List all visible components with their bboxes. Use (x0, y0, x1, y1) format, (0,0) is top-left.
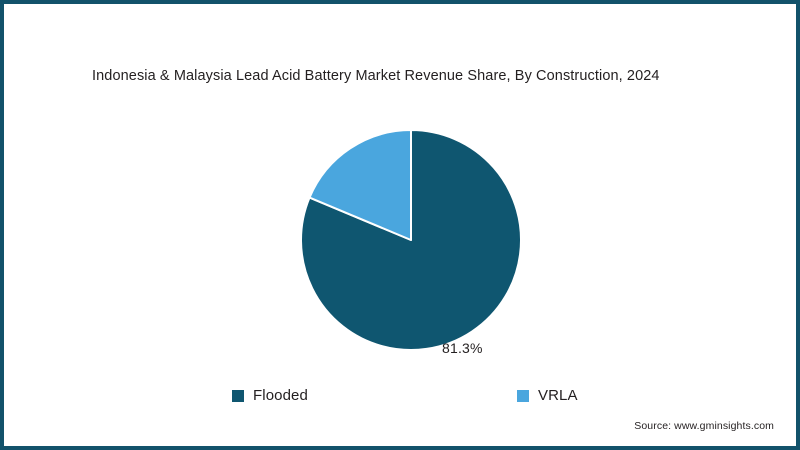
pie-slice-group (300, 129, 522, 351)
source-note: Source: www.gminsights.com (634, 420, 774, 432)
slice-value-label: 81.3% (442, 340, 483, 356)
pie-chart (300, 129, 522, 351)
legend-item-flooded[interactable]: Flooded (232, 388, 308, 404)
legend-swatch-icon (517, 390, 529, 402)
chart-legend: Flooded VRLA (232, 388, 592, 410)
pie-chart-svg (300, 129, 522, 351)
page-title: Indonesia & Malaysia Lead Acid Battery M… (92, 68, 660, 84)
legend-item-label: Flooded (253, 387, 308, 404)
legend-item-label: VRLA (538, 387, 578, 404)
legend-item-vrla[interactable]: VRLA (517, 388, 578, 404)
legend-swatch-icon (232, 390, 244, 402)
pie-slice[interactable] (308, 129, 412, 241)
